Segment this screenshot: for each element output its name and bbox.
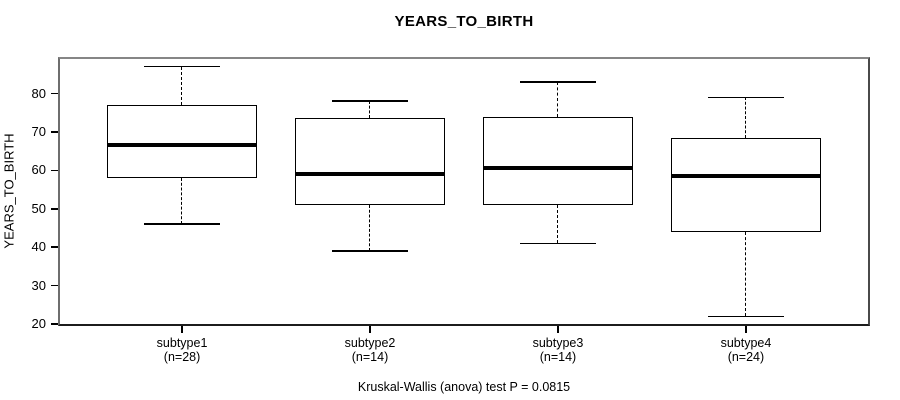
lower-whisker-cap: [708, 315, 784, 318]
subtype-count: (n=14): [351, 350, 389, 364]
subtype-name: subtype4: [720, 336, 772, 350]
lower-whisker-line: [369, 204, 371, 252]
x-tick: [745, 326, 747, 333]
y-tick-label: 40: [31, 239, 46, 255]
x-tick: [181, 326, 183, 333]
y-tick: [51, 323, 58, 325]
iqr-box: [106, 105, 258, 179]
iqr-box: [482, 116, 634, 205]
y-tick-label: 60: [31, 162, 46, 178]
upper-whisker-line: [181, 66, 183, 106]
median-line: [106, 143, 258, 148]
subtype-count: (n=24): [727, 350, 765, 364]
y-tick: [51, 208, 58, 210]
upper-whisker-line: [557, 81, 559, 117]
median-line: [294, 172, 446, 177]
iqr-box: [670, 137, 822, 232]
upper-whisker-cap: [332, 100, 408, 102]
y-tick: [51, 131, 58, 133]
upper-whisker-cap: [708, 96, 784, 99]
subtype-count: (n=14): [539, 350, 577, 364]
upper-whisker-line: [369, 101, 371, 119]
median-line: [670, 174, 822, 179]
y-tick: [51, 169, 58, 172]
y-tick-label: 30: [31, 277, 46, 293]
x-category-label: subtype3 (n=14): [468, 336, 648, 364]
upper-whisker-cap: [144, 65, 220, 68]
subtype-name: subtype2: [344, 336, 396, 350]
y-tick: [51, 92, 58, 95]
chart-title: YEARS_TO_BIRTH: [394, 13, 534, 30]
stat-test-caption: Kruskal-Wallis (anova) test P = 0.0815: [357, 380, 571, 394]
y-tick: [51, 284, 58, 287]
lower-whisker-line: [181, 178, 183, 225]
lower-whisker-cap: [520, 242, 596, 245]
lower-whisker-cap: [332, 250, 408, 252]
y-tick-label: 50: [31, 200, 46, 216]
y-tick: [51, 246, 58, 248]
x-category-label: subtype1 (n=28): [92, 336, 272, 364]
y-tick-label: 70: [31, 123, 46, 139]
y-tick-label: 20: [31, 316, 46, 332]
x-tick: [369, 326, 371, 333]
iqr-box: [294, 118, 446, 205]
upper-whisker-cap: [520, 81, 596, 83]
subtype-name: subtype1: [156, 336, 208, 350]
lower-whisker-cap: [144, 223, 220, 225]
subtype-count: (n=28): [163, 350, 201, 364]
x-category-label: subtype2 (n=14): [280, 336, 460, 364]
lower-whisker-line: [745, 231, 747, 317]
lower-whisker-line: [557, 204, 559, 244]
upper-whisker-line: [745, 97, 747, 138]
y-tick-label: 80: [31, 85, 46, 101]
x-tick: [557, 326, 559, 333]
x-category-label: subtype4 (n=24): [656, 336, 836, 364]
median-line: [482, 166, 634, 171]
subtype-name: subtype3: [532, 336, 584, 350]
